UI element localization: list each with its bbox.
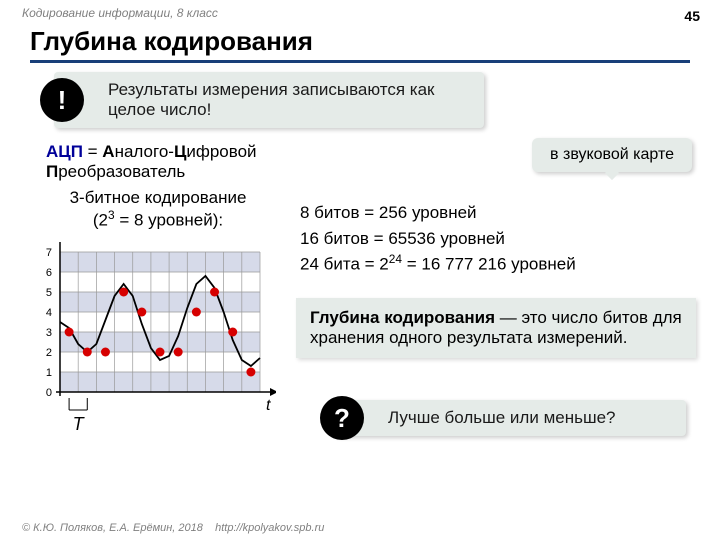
signal-chart: 01234567tT — [36, 242, 276, 422]
question-callout: ? Лучше больше или меньше? — [334, 400, 686, 436]
svg-text:6: 6 — [46, 267, 52, 279]
svg-text:0: 0 — [46, 387, 52, 399]
result-callout: ! Результаты измерения записываются как … — [54, 72, 484, 128]
bits-24: 24 бита = 224 = 16 777 216 уровней — [300, 251, 576, 277]
svg-text:7: 7 — [46, 247, 52, 259]
svg-text:5: 5 — [46, 287, 52, 299]
question-icon: ? — [320, 396, 364, 440]
svg-text:2: 2 — [46, 347, 52, 359]
callout-text: Результаты измерения записываются как це… — [108, 80, 434, 119]
footer: © К.Ю. Поляков, Е.А. Ерёмин, 2018 http:/… — [22, 522, 324, 534]
bits-8: 8 битов = 256 уровней — [300, 200, 576, 226]
svg-text:t: t — [266, 397, 271, 414]
svg-text:4: 4 — [46, 307, 52, 319]
svg-text:T: T — [73, 414, 86, 434]
slide-title: Глубина кодирования — [30, 26, 313, 57]
adc-abbr: АЦП — [46, 142, 83, 161]
svg-text:3: 3 — [46, 327, 52, 339]
chart-caption: 3-битное кодирование (23 = 8 уровней): — [38, 188, 278, 231]
callout2-text: Лучше больше или меньше? — [388, 408, 616, 427]
exclamation-icon: ! — [40, 78, 84, 122]
definition-box: Глубина кодирования — это число битов дл… — [296, 298, 696, 358]
bits-16: 16 битов = 65536 уровней — [300, 226, 576, 252]
definition-term: Глубина кодирования — [310, 308, 495, 327]
title-underline — [30, 60, 690, 63]
adc-definition: АЦП = Аналого-Цифровой Преобразователь — [46, 142, 366, 182]
bit-levels-list: 8 битов = 256 уровней 16 битов = 65536 у… — [300, 200, 576, 277]
soundcard-bubble: в звуковой карте — [532, 138, 692, 172]
page-number: 45 — [684, 8, 700, 24]
svg-text:1: 1 — [46, 367, 52, 379]
header-subtitle: Кодирование информации, 8 класс — [22, 6, 218, 20]
